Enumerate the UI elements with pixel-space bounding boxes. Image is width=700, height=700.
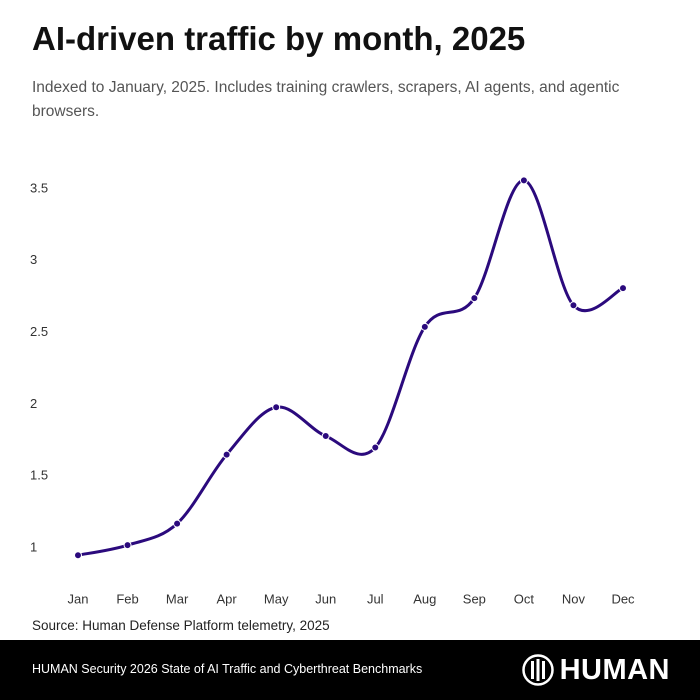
point	[173, 519, 182, 528]
x-tick-label: Aug	[413, 591, 436, 606]
y-tick-label: 1	[30, 539, 37, 554]
y-tick-label: 1.5	[30, 468, 48, 483]
y-tick-label: 3	[30, 252, 37, 267]
line	[77, 178, 624, 557]
x-tick-label: Jul	[367, 591, 384, 606]
point	[619, 284, 627, 293]
x-tick-label: Dec	[611, 591, 635, 606]
y-tick-label: 2	[30, 396, 37, 411]
chart: 1 1.5 2 2.5 3 3.5 Jan Feb Mar Apr May Jun Jul Aug Sep O…	[30, 176, 635, 606]
x-tick-label: Sep	[463, 591, 486, 606]
x-tick-label: Jan	[68, 591, 89, 606]
point	[470, 294, 479, 303]
x-tick-label: Jun	[315, 591, 336, 606]
point	[569, 301, 578, 310]
source-note: Source: Human Defense Platform telemetry…	[32, 618, 330, 633]
x-tick-label: May	[264, 591, 289, 606]
x-tick-label: Mar	[166, 591, 189, 606]
point	[222, 450, 231, 459]
point	[420, 322, 429, 331]
x-tick-label: Apr	[217, 591, 238, 606]
point	[74, 551, 82, 560]
y-tick-label: 2.5	[30, 324, 48, 339]
x-tick-label: Feb	[116, 591, 138, 606]
y-tick-label: 3.5	[30, 180, 48, 195]
point	[321, 432, 330, 441]
point	[123, 541, 132, 550]
x-tick-label: Oct	[514, 591, 535, 606]
logo-icon	[521, 654, 554, 686]
footer-text: HUMAN Security 2026 State of AI Traffic …	[32, 662, 423, 676]
point	[371, 443, 380, 452]
footer: HUMAN Security 2026 State of AI Traffic …	[0, 640, 700, 700]
x-tick-label: Nov	[562, 591, 586, 606]
chart-subtitle: Indexed to January, 2025. Includes train…	[32, 79, 620, 120]
chart-title: AI-driven traffic by month, 2025	[32, 20, 526, 57]
point	[519, 176, 528, 185]
logo-text: HUMAN	[559, 653, 670, 686]
logo: HUMAN	[521, 653, 670, 686]
point	[272, 403, 281, 412]
